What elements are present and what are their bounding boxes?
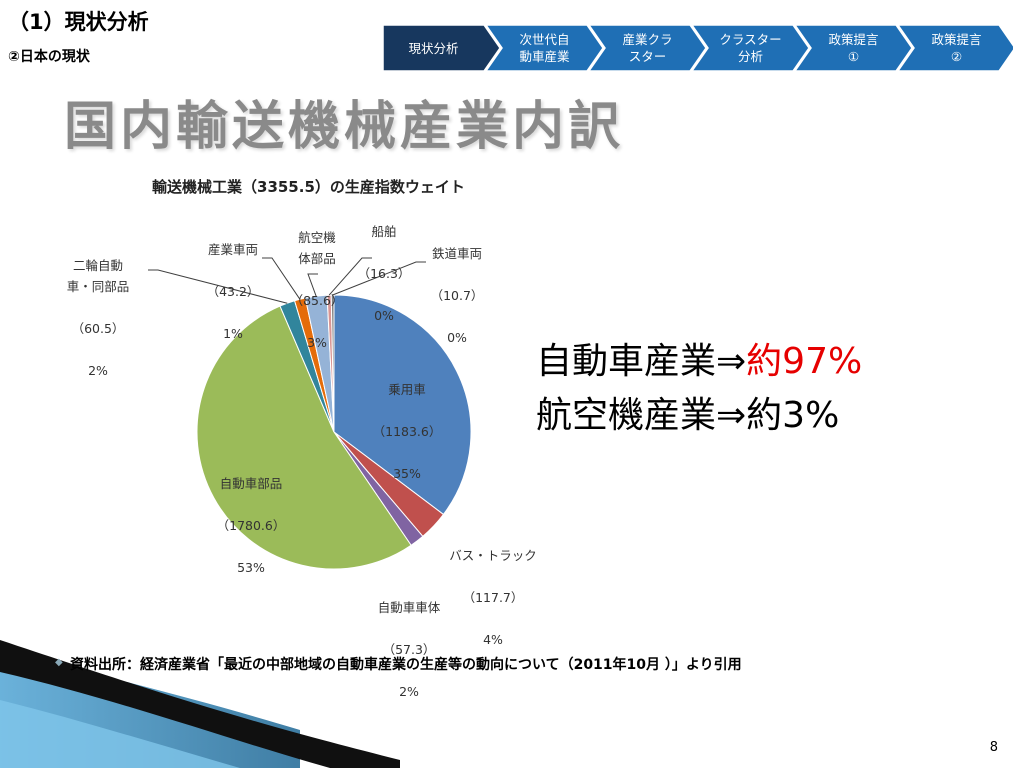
label-name: 航空機 体部品 [298,230,336,266]
label-aircraft: 航空機 体部品 （85.6） 3% [282,206,352,374]
label-value: （1183.6） [372,424,442,439]
label-percent: 53% [237,560,265,575]
label-auto-parts: 自動車部品 （1780.6） 53% [196,452,306,599]
callout-automobile: 自動車産業⇒約97% [536,338,862,386]
label-percent: 3% [307,335,327,350]
label-value: （1780.6） [216,518,286,533]
label-percent: 35% [393,466,421,481]
leader-line-6 [262,257,301,300]
label-value: （16.3） [357,266,411,281]
label-percent: 0% [374,308,394,323]
nav-step-4[interactable]: クラスター 分析 [719,32,782,64]
label-railway: 鉄道車両 （10.7） 0% [416,222,498,369]
nav-step-shape-4[interactable] [690,24,810,72]
nav-step-5[interactable]: 政策提言 ① [828,32,879,64]
label-percent: 4% [483,632,503,647]
label-name: 船舶 [371,224,397,239]
label-percent: 2% [88,363,108,378]
label-ship: 船舶 （16.3） 0% [354,200,414,347]
nav-step-1[interactable]: 現状分析 [408,40,459,56]
leader-line-9 [332,261,426,296]
label-value: （60.5） [71,321,125,336]
step-navigation: 現状分析 次世代自 動車産業 産業クラ スター クラスター 分析 政策提言 ① 政策提言 … [383,22,1013,74]
nav-step-shape-3[interactable] [587,24,707,72]
nav-step-6[interactable]: 政策提言 ② [931,32,982,64]
label-motorcycle: 二輪自動 車・同部品 （60.5） 2% [48,234,148,402]
label-percent: 1% [223,326,243,341]
label-name: バス・トラック [449,548,537,563]
nav-step-3[interactable]: 産業クラ スター [622,32,673,64]
label-passenger-car: 乗用車 （1183.6） 35% [362,358,452,505]
label-name: 二輪自動 車・同部品 [66,258,130,294]
nav-step-2[interactable]: 次世代自 動車産業 [519,32,570,64]
label-name: 鉄道車両 [431,246,482,261]
leader-line-7 [307,273,318,297]
chart-title: 輸送機械工業（3355.5）の生産指数ウェイト [152,178,465,196]
label-car-body: 自動車車体 （57.3） 2% [354,576,464,723]
label-percent: 2% [399,684,419,699]
label-bus-truck: バス・トラック （117.7） 4% [448,524,538,671]
label-industrial-vehicle: 産業車両 （43.2） 1% [188,218,278,365]
leader-line-5 [148,269,288,304]
nav-step-shape-5[interactable] [793,24,913,72]
label-percent: 0% [447,330,467,345]
nav-step-shape-6[interactable] [896,24,1013,72]
label-value: （85.6） [290,293,344,308]
pie-slice-1 [333,294,472,516]
label-name: 自動車車体 [377,600,441,615]
source-citation: 資料出所：経済産業省「最近の中部地域の自動車産業の生産等の動向について（2011… [70,657,742,673]
page-number: 8 [989,740,998,755]
nav-step-shape-2[interactable] [484,24,604,72]
leader-line-8 [328,257,372,296]
pie-slice-4 [196,305,412,570]
callout-automobile-highlight: 約97% [746,341,863,382]
label-value: （57.3） [382,642,436,657]
nav-step-shape-1[interactable] [383,24,501,72]
callout-automobile-text: 自動車産業⇒ [536,341,747,382]
section-subtitle: ②日本の現状 [8,49,90,65]
slide-title: 国内輸送機械産業内訳 [64,97,625,157]
label-name: 産業車両 [207,242,258,257]
label-value: （117.7） [462,590,524,605]
section-title: （1）現状分析 [8,10,149,34]
label-name: 自動車部品 [219,476,283,491]
label-value: （43.2） [206,284,260,299]
callout-aircraft: 航空機産業⇒約3% [536,395,840,436]
step-navigation-shapes [383,24,1013,72]
label-name: 乗用車 [388,382,426,397]
bullet-icon: ◆ [55,657,63,668]
label-value: （10.7） [430,288,484,303]
